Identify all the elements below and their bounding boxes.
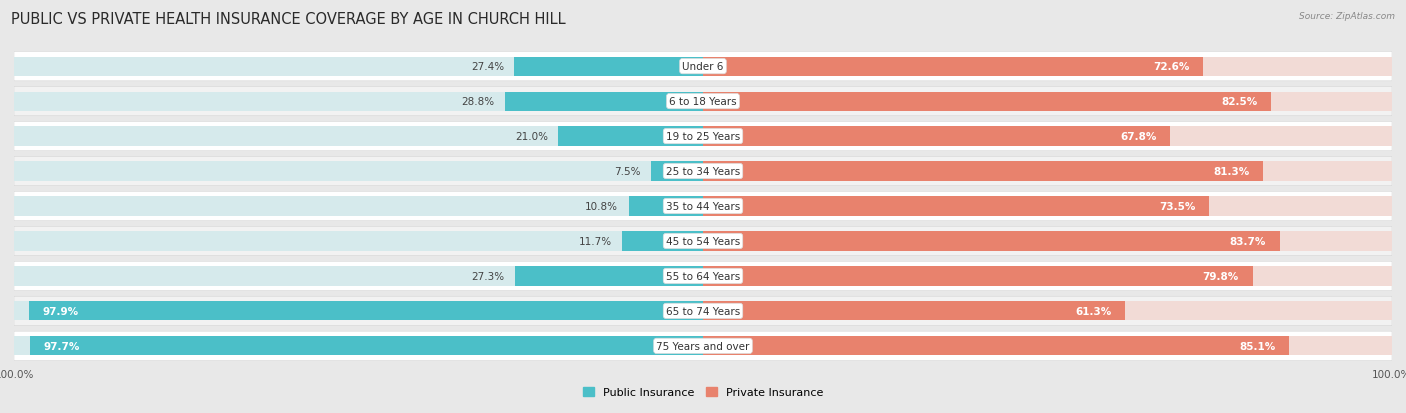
Bar [30,337,703,356]
FancyBboxPatch shape [14,157,1392,186]
Bar [703,127,1170,146]
Text: 6 to 18 Years: 6 to 18 Years [669,97,737,107]
FancyBboxPatch shape [14,87,1392,116]
Text: 73.5%: 73.5% [1159,202,1195,211]
Text: 83.7%: 83.7% [1229,236,1265,247]
Text: Source: ZipAtlas.com: Source: ZipAtlas.com [1299,12,1395,21]
Text: 82.5%: 82.5% [1222,97,1257,107]
Text: 67.8%: 67.8% [1121,132,1156,142]
Bar [14,57,703,76]
Bar [628,197,703,216]
Bar [505,92,703,112]
Bar [703,92,1392,112]
Bar [515,267,703,286]
Bar [703,301,1392,321]
Text: 72.6%: 72.6% [1153,62,1189,72]
Text: 45 to 54 Years: 45 to 54 Years [666,236,740,247]
FancyBboxPatch shape [14,52,1392,82]
Legend: Public Insurance, Private Insurance: Public Insurance, Private Insurance [579,383,827,402]
Text: 25 to 34 Years: 25 to 34 Years [666,166,740,177]
Bar [703,267,1253,286]
Text: 79.8%: 79.8% [1202,271,1239,281]
Text: 97.9%: 97.9% [42,306,79,316]
Bar [703,197,1209,216]
Bar [703,197,1392,216]
Bar [14,162,703,181]
Bar [703,337,1392,356]
Bar [703,232,1279,251]
Bar [14,232,703,251]
Bar [14,127,703,146]
Bar [14,267,703,286]
Bar [703,57,1204,76]
Bar [703,162,1263,181]
Text: 10.8%: 10.8% [585,202,619,211]
Text: 97.7%: 97.7% [44,341,80,351]
Bar [623,232,703,251]
Bar [703,337,1289,356]
FancyBboxPatch shape [14,331,1392,361]
Bar [703,301,1125,321]
Text: 55 to 64 Years: 55 to 64 Years [666,271,740,281]
Bar [515,57,703,76]
Text: 27.3%: 27.3% [471,271,505,281]
Text: 65 to 74 Years: 65 to 74 Years [666,306,740,316]
Text: 75 Years and over: 75 Years and over [657,341,749,351]
FancyBboxPatch shape [14,227,1392,256]
Bar [651,162,703,181]
Bar [14,337,703,356]
Bar [703,232,1392,251]
Text: Under 6: Under 6 [682,62,724,72]
Text: 27.4%: 27.4% [471,62,503,72]
FancyBboxPatch shape [14,192,1392,221]
Bar [558,127,703,146]
Text: 11.7%: 11.7% [579,236,612,247]
Text: 85.1%: 85.1% [1239,341,1275,351]
Bar [703,92,1271,112]
Text: 35 to 44 Years: 35 to 44 Years [666,202,740,211]
Text: 19 to 25 Years: 19 to 25 Years [666,132,740,142]
Bar [703,267,1392,286]
Bar [703,57,1392,76]
FancyBboxPatch shape [14,297,1392,326]
Bar [14,92,703,112]
FancyBboxPatch shape [14,261,1392,291]
Text: 7.5%: 7.5% [614,166,641,177]
Bar [14,197,703,216]
Bar [703,162,1392,181]
Bar [703,127,1392,146]
Text: 21.0%: 21.0% [515,132,548,142]
Text: PUBLIC VS PRIVATE HEALTH INSURANCE COVERAGE BY AGE IN CHURCH HILL: PUBLIC VS PRIVATE HEALTH INSURANCE COVER… [11,12,565,27]
Text: 28.8%: 28.8% [461,97,495,107]
Bar [28,301,703,321]
FancyBboxPatch shape [14,122,1392,152]
Text: 81.3%: 81.3% [1213,166,1250,177]
Bar [14,301,703,321]
Text: 61.3%: 61.3% [1076,306,1112,316]
